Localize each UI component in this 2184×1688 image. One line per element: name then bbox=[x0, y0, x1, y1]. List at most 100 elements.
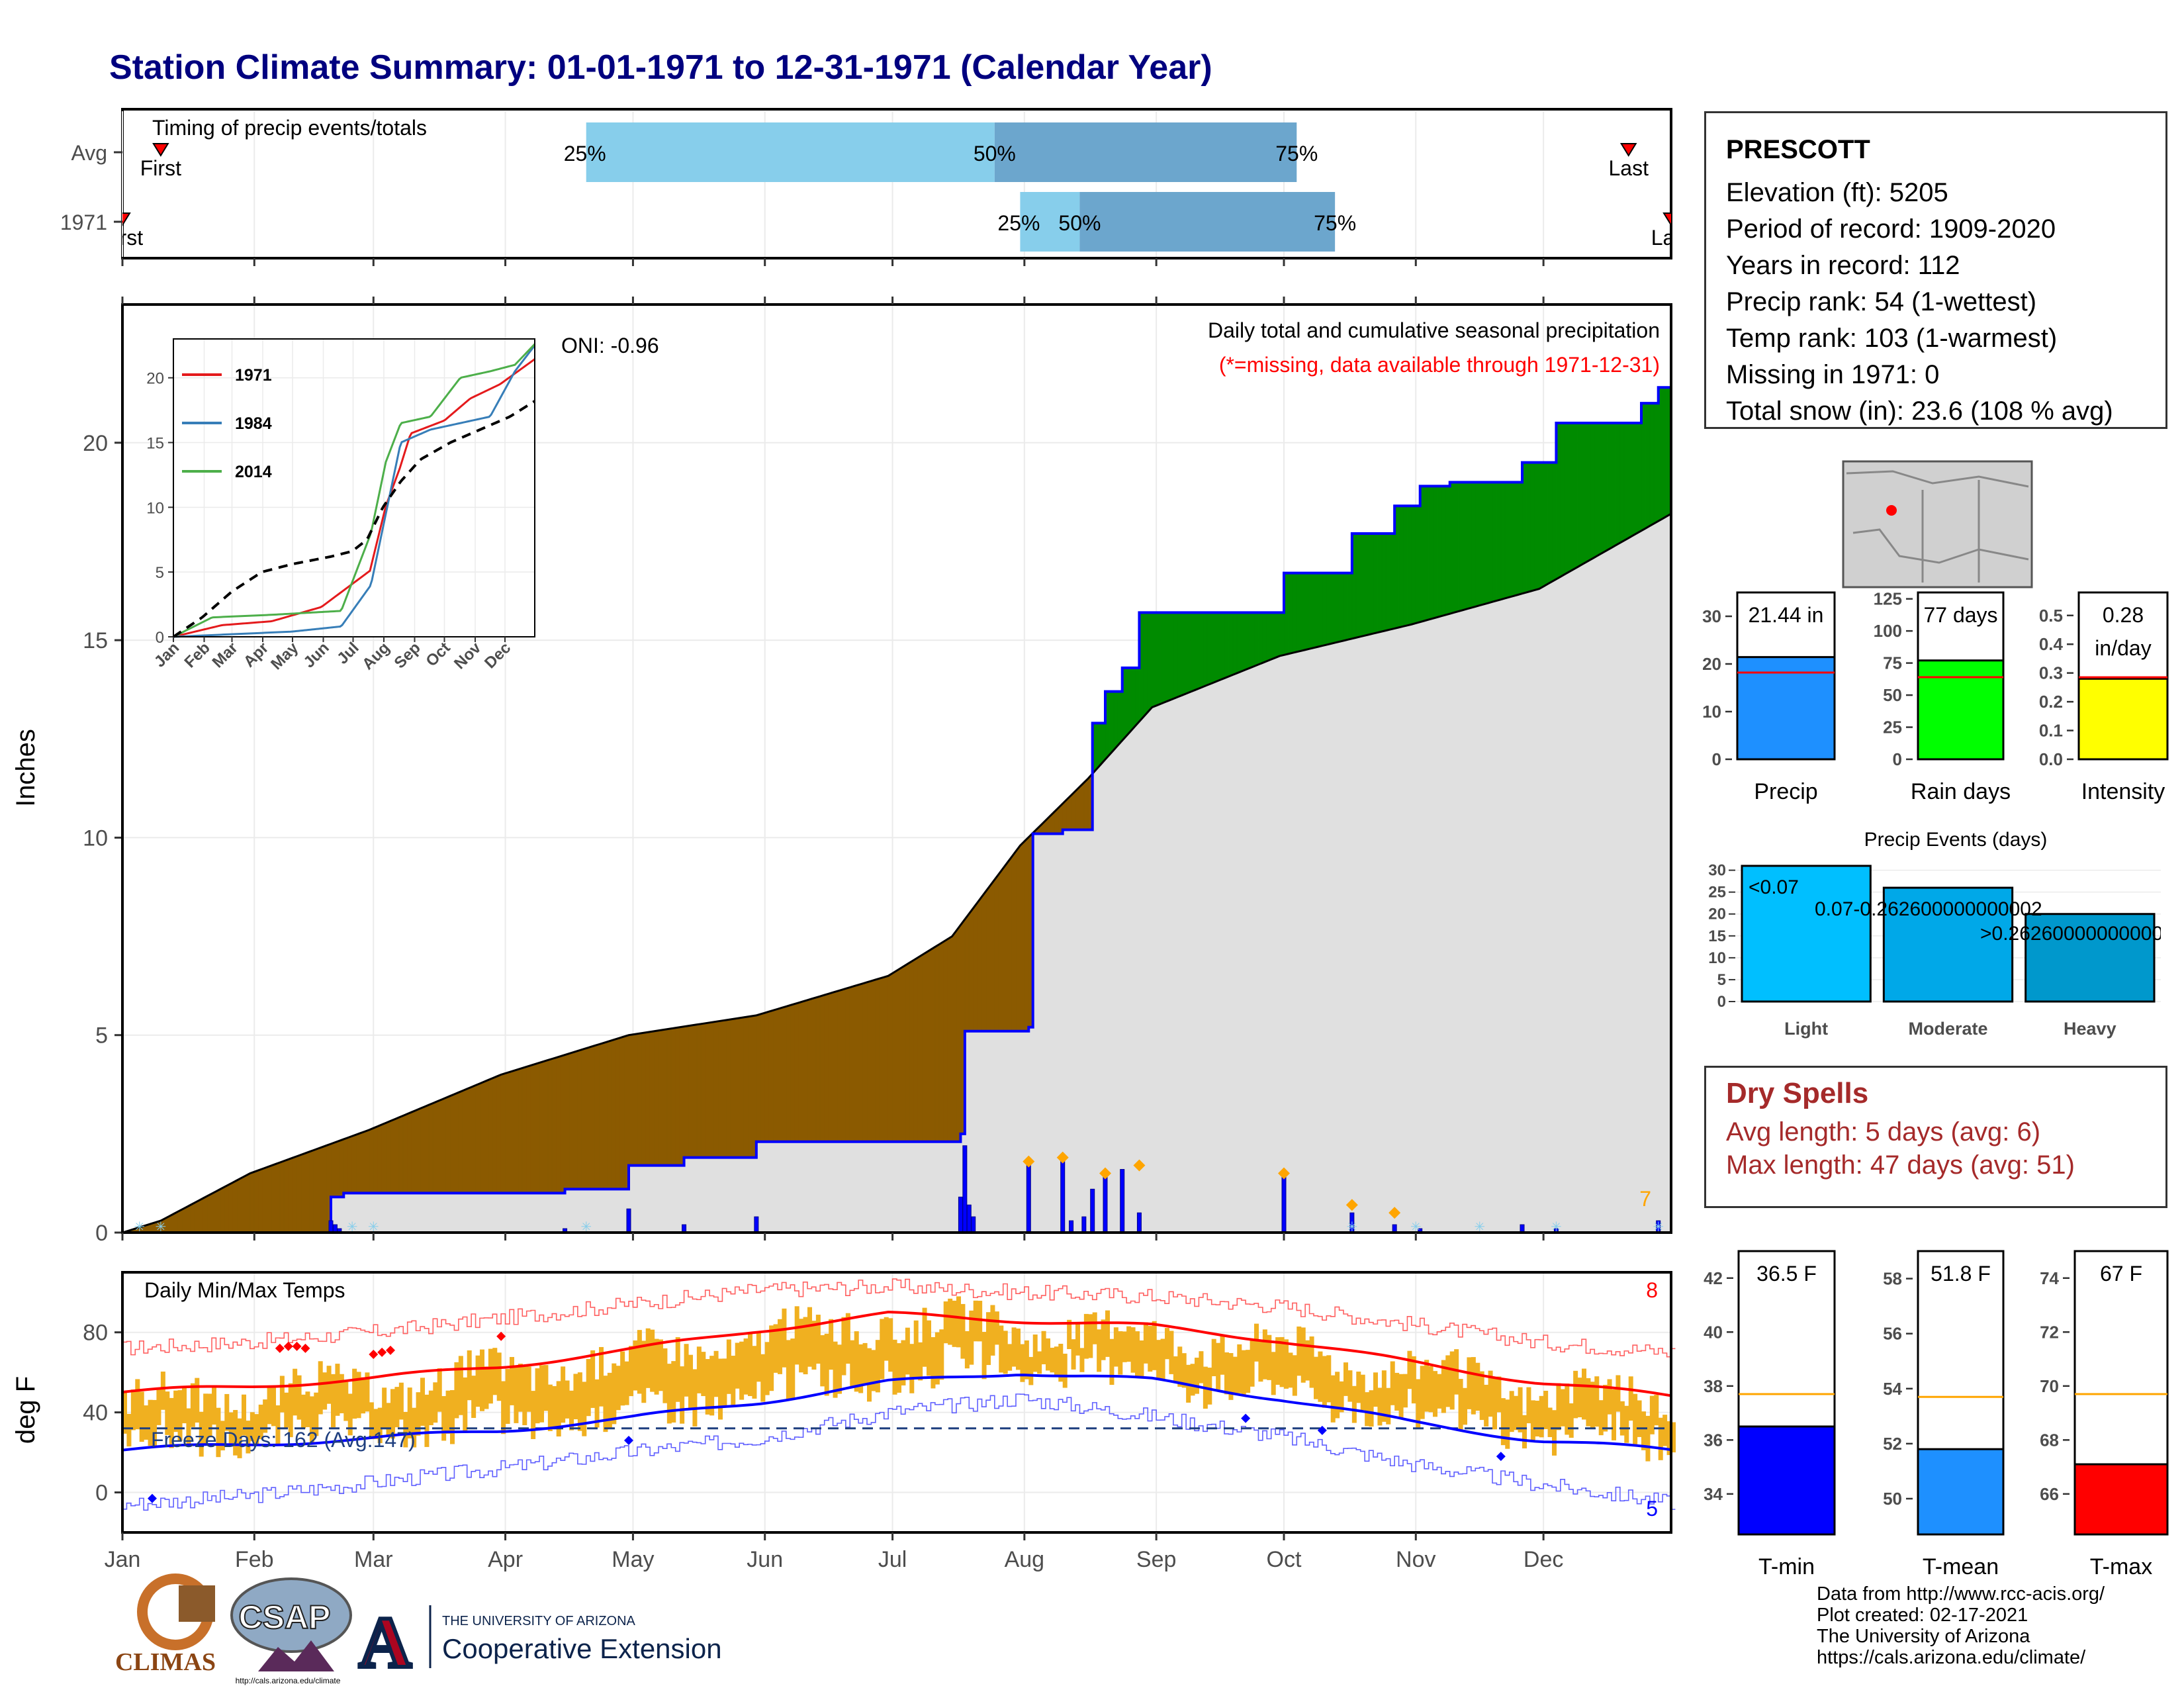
precip-diff-segment bbox=[713, 1021, 719, 1158]
temp-ytick-label-1: 40 bbox=[83, 1401, 108, 1426]
precip-diff-segment bbox=[981, 890, 987, 1032]
temp-record-high-marker-1 bbox=[283, 1341, 293, 1351]
precip-diff-segment bbox=[292, 1156, 297, 1233]
temp-daily-range-bar bbox=[1020, 1344, 1025, 1382]
temp-daily-range-bar bbox=[284, 1392, 289, 1428]
temp-daily-range-bar bbox=[561, 1366, 566, 1423]
tmax_gauge-ytick-label-1: 68 bbox=[2040, 1430, 2059, 1450]
source-line-url: https://cals.arizona.edu/climate/ bbox=[1817, 1647, 2086, 1668]
temp-daily-range-bar bbox=[794, 1306, 799, 1365]
timing-first-marker-0 bbox=[152, 143, 169, 157]
temp-daily-range-bar bbox=[207, 1393, 212, 1438]
temp-daily-range-bar bbox=[633, 1340, 638, 1391]
temp-daily-range-bar bbox=[1058, 1343, 1064, 1382]
temp-daily-range-bar bbox=[139, 1391, 144, 1442]
temp-daily-range-bar bbox=[820, 1335, 825, 1387]
events-bar-2 bbox=[2025, 913, 2156, 1003]
temp-daily-range-bar bbox=[713, 1350, 719, 1397]
precip-diff-segment bbox=[947, 936, 952, 1143]
temp-daily-range-bar bbox=[590, 1350, 596, 1408]
temp-daily-range-bar bbox=[1148, 1325, 1153, 1372]
temp-daily-range-bar bbox=[905, 1327, 910, 1375]
temp-daily-range-bar bbox=[450, 1389, 455, 1444]
precip-diff-segment bbox=[1334, 573, 1340, 643]
precip-diff-segment bbox=[794, 1002, 799, 1143]
temp-daily-range-bar bbox=[867, 1348, 872, 1402]
temp-title: Daily Min/Max Temps bbox=[144, 1278, 345, 1302]
precip-diff-segment bbox=[1101, 723, 1106, 765]
precip-diff-segment bbox=[777, 1007, 782, 1143]
precip-diff-segment bbox=[1547, 462, 1553, 585]
temp-daily-range-bar bbox=[1428, 1366, 1433, 1413]
temp-daily-range-bar bbox=[173, 1390, 179, 1432]
temp-daily-range-bar bbox=[1330, 1375, 1336, 1423]
temp-month-label-5: Jun bbox=[747, 1547, 783, 1572]
precip-diff-segment bbox=[619, 1036, 625, 1190]
intensity_gauge-ytick-label-1: 0.1 bbox=[2039, 721, 2063, 741]
temp-daily-range-bar bbox=[271, 1387, 277, 1427]
temp-daily-range-bar bbox=[1339, 1381, 1344, 1413]
precip-diff-segment bbox=[1020, 841, 1025, 1032]
temp-daily-range-bar bbox=[888, 1318, 893, 1372]
precip-daily-bar-7 bbox=[958, 1196, 963, 1233]
raindays_gauge-ytick-label-3: 75 bbox=[1883, 653, 1902, 673]
precip-diff-segment bbox=[1526, 462, 1531, 593]
temp-daily-range-bar bbox=[454, 1362, 459, 1419]
intensity_gauge-ytick-label-2: 0.2 bbox=[2039, 692, 2063, 712]
temp-daily-range-bar bbox=[688, 1354, 694, 1409]
intensity_gauge-value-label-2: in/day bbox=[2095, 636, 2151, 660]
inset-frame-top bbox=[173, 338, 535, 637]
temp-daily-range-bar bbox=[1360, 1374, 1365, 1411]
precip-diff-segment bbox=[662, 1029, 668, 1166]
temp-daily-range-bar bbox=[522, 1366, 527, 1426]
precip-diff-segment bbox=[216, 1188, 221, 1233]
events-ytick-label-6: 30 bbox=[1708, 862, 1726, 880]
temp-daily-range-bar bbox=[1288, 1352, 1293, 1388]
temp-record-low-marker-2 bbox=[1241, 1413, 1251, 1423]
precip-diff-segment bbox=[228, 1182, 234, 1233]
temp-daily-range-bar bbox=[433, 1382, 438, 1423]
temp-daily-range-bar bbox=[1488, 1370, 1493, 1417]
temp-daily-range-bar bbox=[1556, 1383, 1561, 1430]
temp-daily-range-bar bbox=[1083, 1313, 1089, 1359]
temp-daily-range-bar bbox=[607, 1372, 612, 1429]
snow-icon-2: ✳ bbox=[347, 1220, 358, 1235]
temp-daily-range-bar bbox=[1649, 1395, 1655, 1434]
precip-diff-segment bbox=[666, 1028, 672, 1166]
precip-diff-segment bbox=[335, 1140, 340, 1197]
precip-diff-segment bbox=[1385, 533, 1391, 631]
temp-daily-range-bar bbox=[237, 1418, 242, 1458]
temp-daily-range-bar bbox=[543, 1365, 549, 1411]
tmin_gauge-ytick-label-0: 34 bbox=[1704, 1484, 1723, 1504]
raindays_gauge-xlabel: Rain days bbox=[1911, 779, 2011, 804]
temp-daily-range-bar bbox=[829, 1319, 834, 1370]
temp-daily-range-bar bbox=[1535, 1401, 1540, 1436]
temp-daily-range-bar bbox=[160, 1371, 165, 1410]
temp-daily-range-bar bbox=[918, 1342, 923, 1381]
precip-diff-segment bbox=[377, 1124, 383, 1194]
temp-daily-range-bar bbox=[505, 1369, 510, 1424]
temp-daily-range-bar bbox=[1152, 1321, 1157, 1370]
temp-daily-range-bar bbox=[709, 1356, 715, 1416]
inset-ytick-label-1: 5 bbox=[156, 564, 164, 582]
temp-daily-range-bar bbox=[314, 1392, 319, 1436]
precip-daily-bar-0 bbox=[328, 1220, 334, 1233]
events-bar-label-1: 0.07-0.262600000000002 bbox=[1815, 898, 2042, 920]
precip-diff-segment bbox=[1492, 482, 1497, 602]
temp-daily-range-bar bbox=[424, 1394, 430, 1447]
temp-daily-range-bar bbox=[650, 1329, 655, 1392]
precip-diff-segment bbox=[475, 1083, 480, 1194]
precip-diff-segment bbox=[854, 984, 859, 1143]
temp-daily-range-bar bbox=[1543, 1390, 1549, 1429]
precip-diff-segment bbox=[1441, 486, 1446, 617]
temp-daily-range-bar bbox=[1526, 1387, 1531, 1424]
precip-diff-segment bbox=[539, 1061, 544, 1194]
temp-daily-range-bar bbox=[369, 1402, 374, 1439]
temp-daily-range-bar bbox=[901, 1340, 906, 1385]
precip-diff-segment bbox=[267, 1165, 272, 1233]
precip_gauge-ytick-label-0: 0 bbox=[1712, 749, 1721, 769]
temp-daily-range-bar bbox=[1228, 1353, 1234, 1400]
precip-diff-segment bbox=[526, 1065, 531, 1194]
precip-diff-segment bbox=[858, 983, 863, 1143]
temp-daily-range-bar bbox=[1552, 1410, 1557, 1456]
